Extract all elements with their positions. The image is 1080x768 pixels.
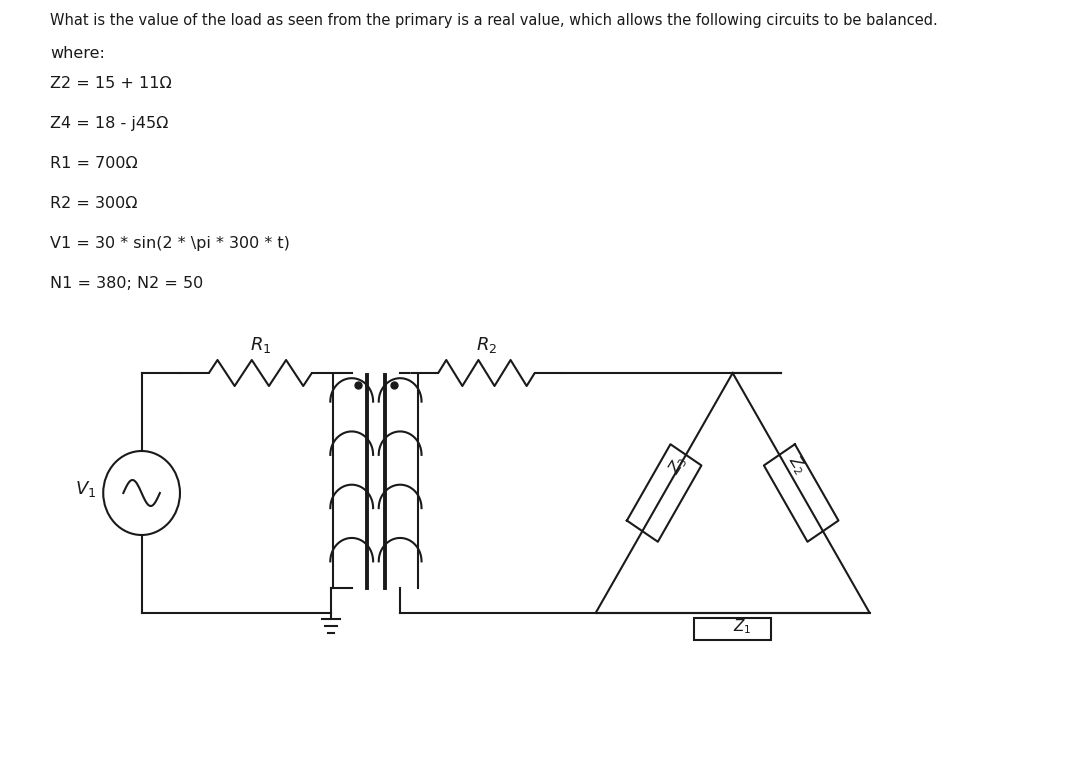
Text: $R_1$: $R_1$ — [249, 335, 271, 355]
Text: R2 = 300Ω: R2 = 300Ω — [51, 196, 138, 211]
Text: V1 = 30 * sin(2 * \pi * 300 * t): V1 = 30 * sin(2 * \pi * 300 * t) — [51, 236, 291, 251]
Bar — [693, 618, 771, 640]
Text: $Z_3$: $Z_3$ — [665, 452, 691, 478]
Text: Z2 = 15 + 11Ω: Z2 = 15 + 11Ω — [51, 76, 172, 91]
Text: $R_2$: $R_2$ — [476, 335, 497, 355]
Text: $V_1$: $V_1$ — [75, 479, 96, 499]
Text: $Z_2$: $Z_2$ — [784, 452, 809, 478]
Text: where:: where: — [51, 46, 105, 61]
Text: R1 = 700Ω: R1 = 700Ω — [51, 156, 138, 171]
Text: N1 = 380; N2 = 50: N1 = 380; N2 = 50 — [51, 276, 203, 291]
Text: Z4 = 18 - j45Ω: Z4 = 18 - j45Ω — [51, 116, 168, 131]
Text: What is the value of the load as seen from the primary is a real value, which al: What is the value of the load as seen fr… — [51, 13, 939, 28]
Text: $Z_1$: $Z_1$ — [732, 617, 751, 636]
